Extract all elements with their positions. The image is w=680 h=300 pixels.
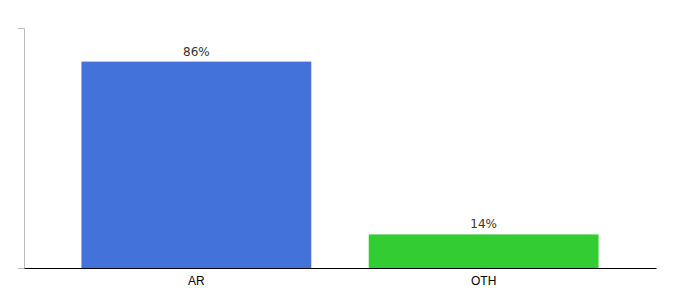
- bar: [369, 234, 599, 268]
- x-tick-label: AR: [188, 274, 205, 288]
- data-label: 86%: [183, 45, 210, 59]
- x-tick-label: OTH: [471, 274, 496, 288]
- data-label: 14%: [470, 217, 497, 231]
- x-axis: AR OTH: [25, 268, 657, 288]
- bar: [81, 62, 311, 268]
- x-axis-line: [25, 268, 657, 269]
- y-axis-line: [18, 29, 25, 269]
- plot: AR OTH 86% 14%: [18, 29, 657, 288]
- data-labels: 86% 14%: [183, 45, 497, 232]
- x-tick: OTH: [471, 268, 496, 288]
- y-axis: [18, 29, 25, 269]
- chart: AR OTH 86% 14%: [0, 0, 680, 300]
- bars: [81, 62, 598, 268]
- x-tick: AR: [188, 268, 205, 288]
